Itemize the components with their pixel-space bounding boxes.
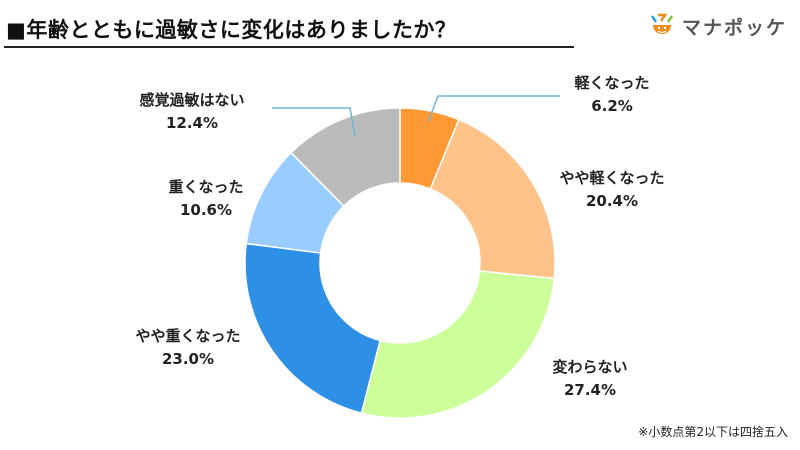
donut-slice xyxy=(429,118,556,280)
value-label: 6.2% xyxy=(591,97,633,115)
chart-title: ■年齢とともに過敏さに変化はありましたか？ xyxy=(6,18,457,42)
data-label: やや重くなった 23.0% xyxy=(135,325,240,371)
value-label: 27.4% xyxy=(563,381,617,399)
data-label: 変わらない 27.4% xyxy=(552,356,627,402)
leader-line xyxy=(427,95,560,123)
category-label: やや軽くなった xyxy=(559,169,665,187)
data-label: 感覚過敏はない 12.4% xyxy=(139,89,244,135)
category-label: 変わらない xyxy=(552,358,628,376)
data-label: 軽くなった 6.2% xyxy=(574,72,649,118)
category-label: 重くなった xyxy=(168,178,244,196)
rounding-note: ※小数点第2以下は四捨五入 xyxy=(638,425,788,439)
leader-line xyxy=(272,107,356,137)
category-label: やや重くなった xyxy=(135,327,241,345)
value-label: 12.4% xyxy=(165,114,219,132)
donut-slice xyxy=(244,242,382,415)
data-label: 重くなった 10.6% xyxy=(168,176,243,222)
category-label: 軽くなった xyxy=(574,74,650,92)
donut-slice xyxy=(290,107,401,208)
logo: マナポッケ xyxy=(648,12,787,40)
category-label: 感覚過敏はない xyxy=(139,91,245,109)
value-label: 23.0% xyxy=(161,350,215,368)
value-label: 10.6% xyxy=(179,201,233,219)
value-label: 20.4% xyxy=(585,192,639,210)
logo-text: マナポッケ xyxy=(682,16,788,39)
title-underline xyxy=(4,46,574,48)
data-label: やや軽くなった 20.4% xyxy=(559,167,664,213)
logo-mascot-icon xyxy=(650,13,674,34)
donut-slice xyxy=(360,270,556,419)
